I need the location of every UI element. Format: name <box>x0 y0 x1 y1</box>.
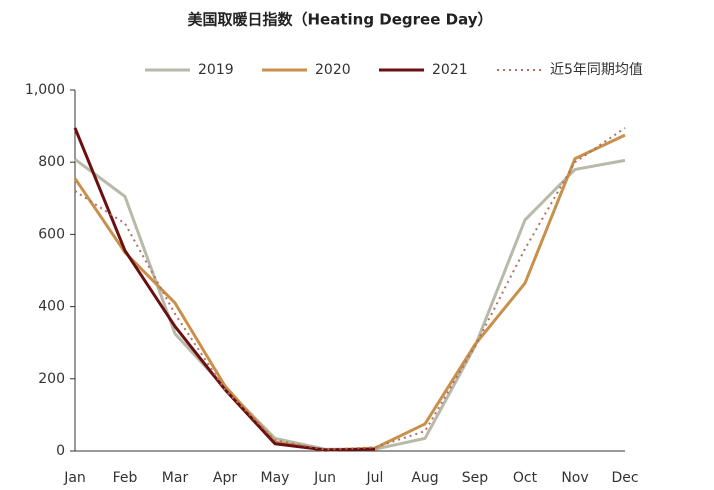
x-tick-label: Jan <box>63 470 86 486</box>
x-tick-label: Oct <box>513 470 538 486</box>
x-tick-label: Aug <box>411 470 438 486</box>
series-line <box>74 127 626 451</box>
y-tick-label: 600 <box>38 226 65 242</box>
series-line <box>73 133 626 452</box>
legend-label: 2020 <box>315 62 351 78</box>
y-tick-label: 0 <box>56 443 65 459</box>
series-line <box>73 127 376 452</box>
x-tick-label: May <box>261 470 290 486</box>
x-tick-label: Feb <box>113 470 138 486</box>
x-tick-label: Dec <box>611 470 638 486</box>
x-tick-label: Sep <box>462 470 489 486</box>
x-tick-label: Jun <box>313 470 336 486</box>
y-tick-label: 200 <box>38 371 65 387</box>
chart-title: 美国取暖日指数（Heating Degree Day） <box>187 11 492 29</box>
y-tick-label: 400 <box>38 299 65 315</box>
series-line <box>74 158 626 451</box>
x-tick-label: Nov <box>561 470 588 486</box>
legend-label: 2019 <box>198 62 234 78</box>
y-tick-label: 1,000 <box>25 82 65 98</box>
x-tick-label: Apr <box>213 470 237 486</box>
y-tick-label: 800 <box>38 154 65 170</box>
legend-label: 近5年同期均值 <box>550 62 643 78</box>
x-tick-label: Jul <box>366 470 384 486</box>
legend-label: 2021 <box>432 62 468 78</box>
x-tick-label: Mar <box>162 470 189 486</box>
